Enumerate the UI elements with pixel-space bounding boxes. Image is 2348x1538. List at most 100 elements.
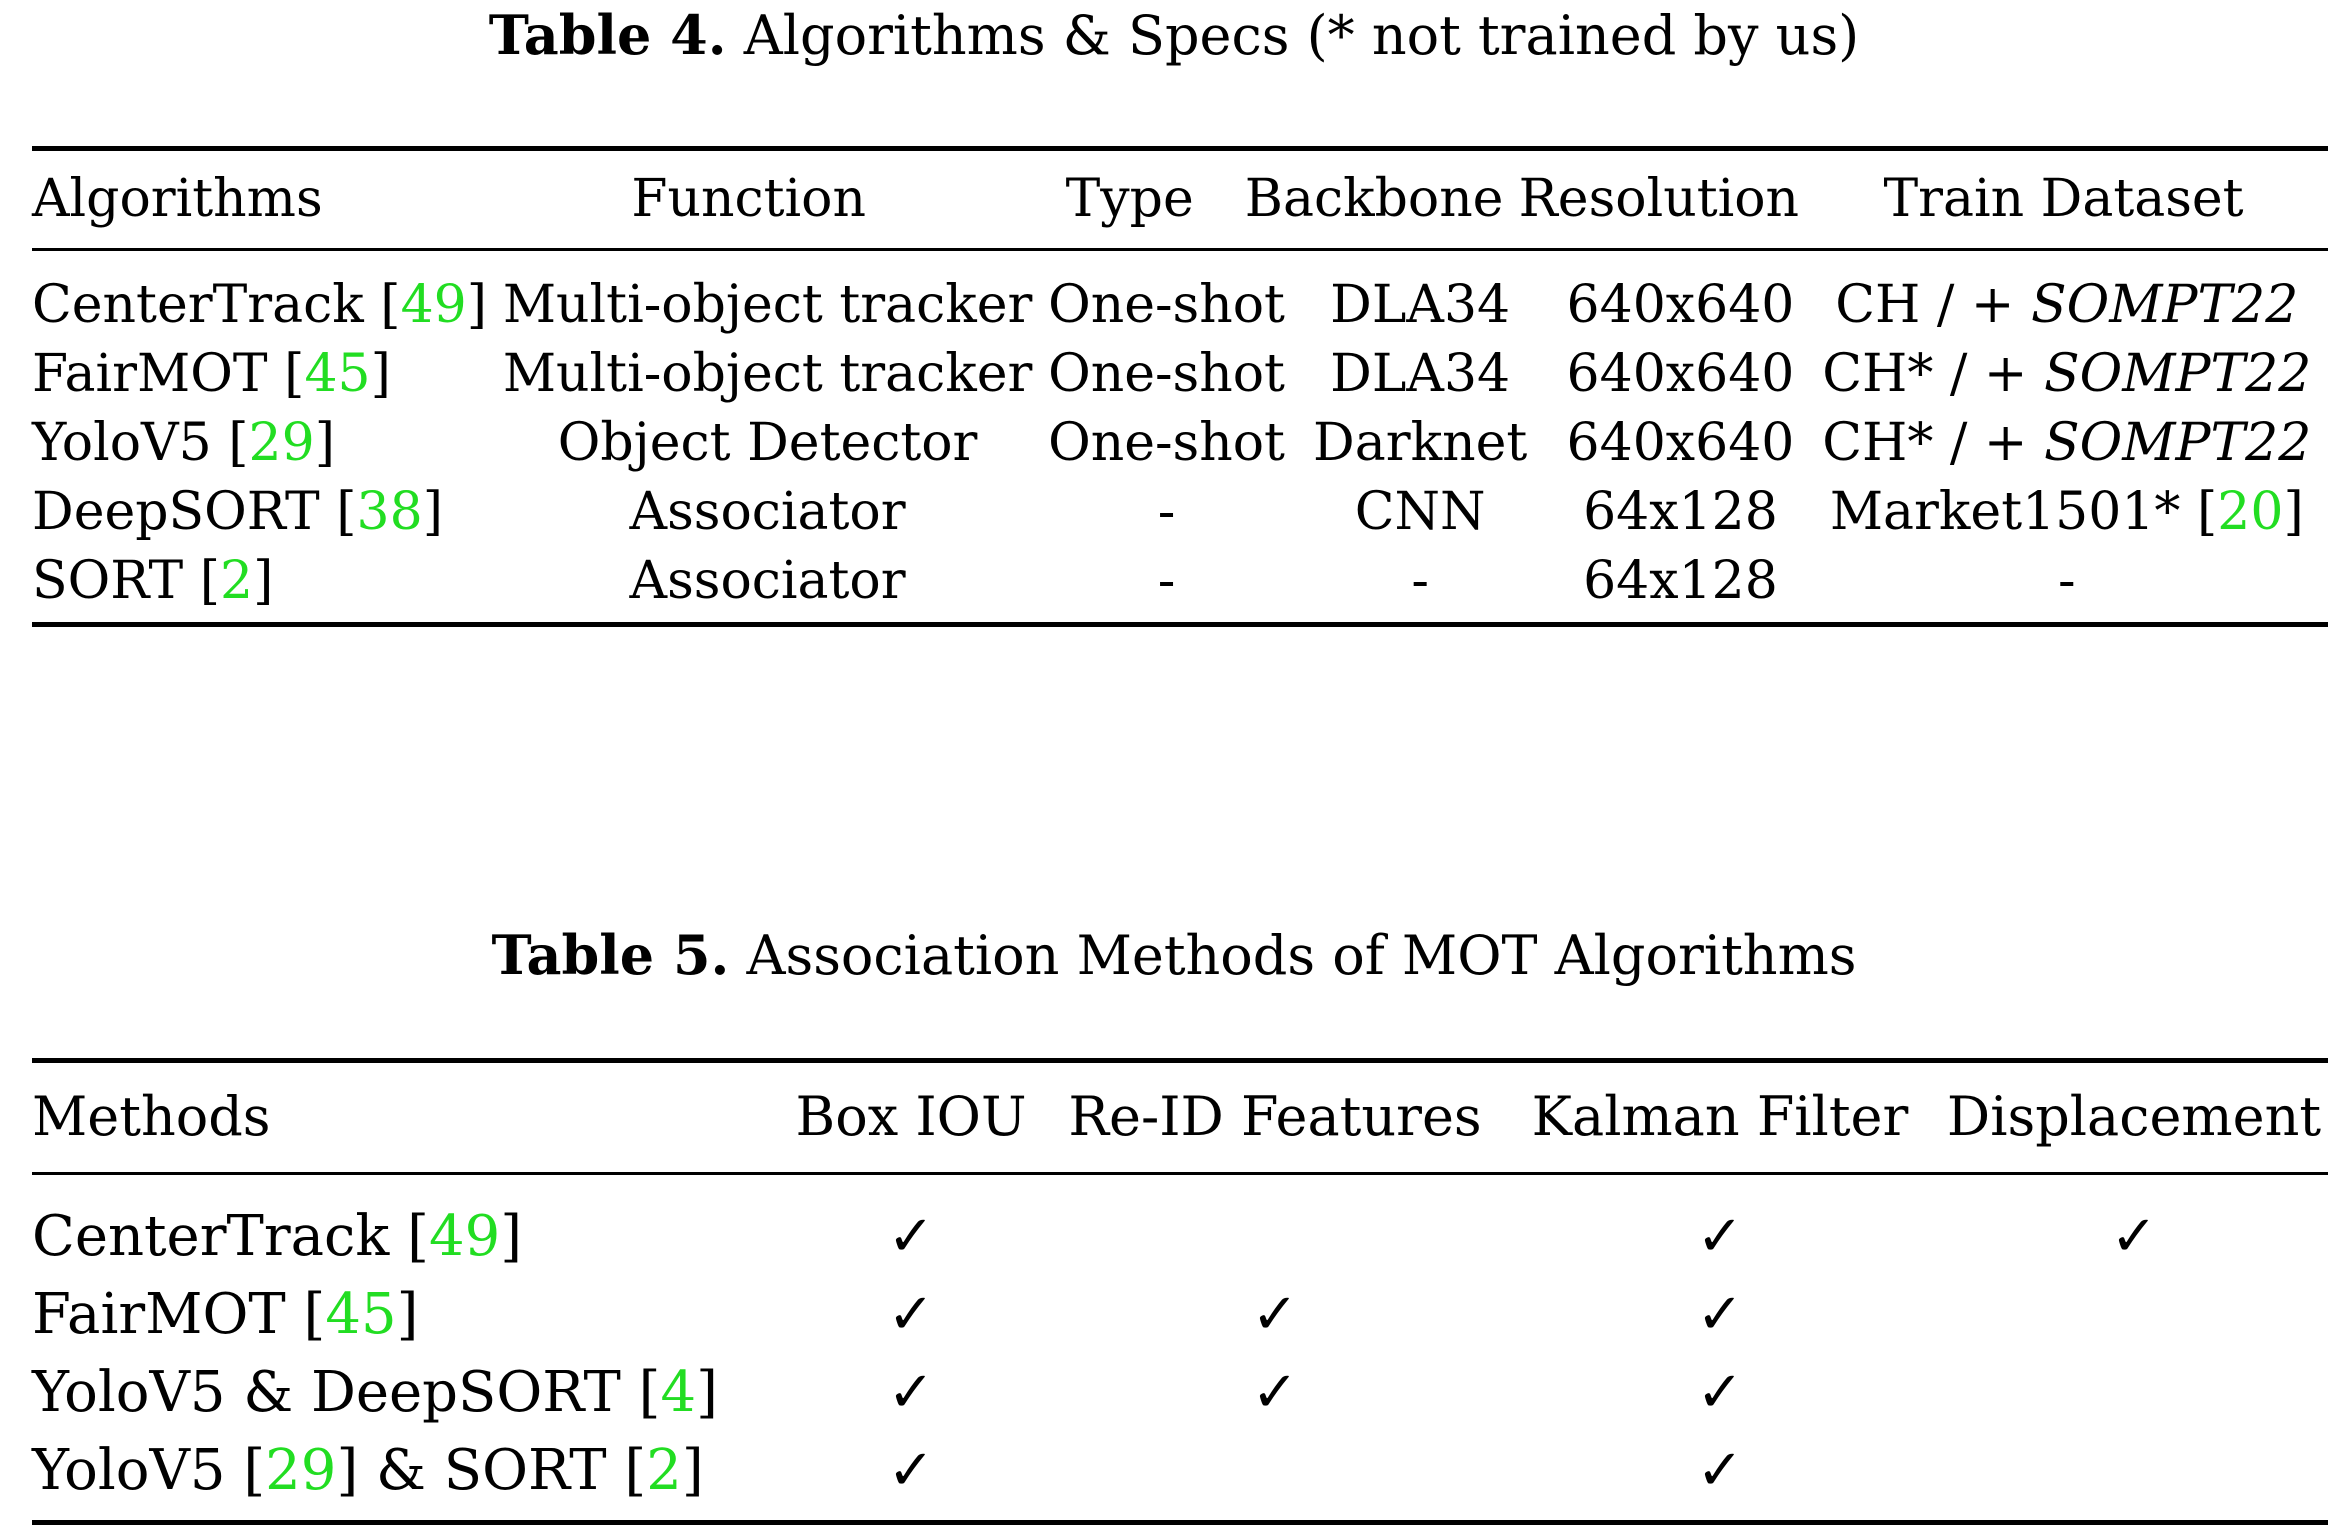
check-cell: ✓ bbox=[772, 1276, 1050, 1354]
cite-bracket: ] bbox=[314, 412, 335, 473]
type-value: - bbox=[1157, 550, 1176, 611]
function-value: Multi-object tracker bbox=[502, 274, 1033, 335]
function-value: Associator bbox=[629, 481, 906, 542]
method-name: YoloV5 [29] & SORT [2] bbox=[32, 1432, 772, 1510]
table4-label: Table 4. bbox=[488, 3, 727, 67]
citation-link[interactable]: 45 bbox=[325, 1282, 397, 1347]
cite-bracket: [ bbox=[303, 1282, 326, 1347]
check-cell: ✓ bbox=[1500, 1276, 1940, 1354]
type-cell: One-shot bbox=[1048, 408, 1285, 477]
table4-header-cell: Function bbox=[631, 169, 866, 229]
function-value: Associator bbox=[629, 550, 906, 611]
citation-link[interactable]: 45 bbox=[304, 343, 371, 404]
table5-header-cell: Re-ID Features bbox=[1068, 1085, 1482, 1148]
cite-bracket: ] bbox=[500, 1204, 523, 1269]
type-cell: - bbox=[1048, 546, 1285, 615]
method-label: & SORT bbox=[358, 1438, 625, 1503]
checkmark-icon: ✓ bbox=[1696, 1204, 1744, 1269]
checkmark-icon: ✓ bbox=[887, 1438, 935, 1503]
resolution-value: 640x640 bbox=[1566, 343, 1795, 404]
table-row: CenterTrack [49] Multi-object tracker One-… bbox=[32, 270, 2328, 339]
table-row: YoloV5 [29] & SORT [2] ✓ ✓ bbox=[32, 1432, 2328, 1510]
table5-header-cell: Displacement bbox=[1946, 1085, 2322, 1148]
function-cell: Multi-object tracker bbox=[487, 270, 1048, 339]
resolution-cell: 640x640 bbox=[1555, 270, 1805, 339]
cite-bracket: ] bbox=[422, 481, 443, 542]
table4-header-cell: Train Dataset bbox=[1883, 169, 2244, 229]
table5-title: Association Methods of MOT Algorithms bbox=[746, 924, 1857, 987]
method-label: YoloV5 bbox=[32, 1438, 244, 1503]
check-cell: ✓ bbox=[1500, 1198, 1940, 1276]
table4-header-cell: Type bbox=[1065, 169, 1194, 229]
cite-bracket: [ bbox=[199, 550, 221, 611]
dataset-text: CH / + bbox=[1835, 274, 2032, 335]
dataset-text: Market1501* bbox=[1829, 481, 2197, 542]
table4-mid-rule bbox=[32, 248, 2328, 251]
method-label: CenterTrack bbox=[32, 1204, 408, 1269]
dataset-text: - bbox=[2057, 550, 2076, 611]
dataset-name: SOMPT22 bbox=[2044, 343, 2312, 404]
train-dataset-cell: CH* / + SOMPT22 bbox=[1806, 408, 2328, 477]
method-name: FairMOT [45] bbox=[32, 1276, 772, 1354]
citation-link[interactable]: 4 bbox=[660, 1360, 697, 1425]
check-cell bbox=[1050, 1198, 1500, 1276]
cite-bracket: ] bbox=[681, 1438, 704, 1503]
function-value: Multi-object tracker bbox=[502, 343, 1033, 404]
cite-bracket: ] bbox=[253, 550, 274, 611]
check-cell bbox=[1940, 1432, 2328, 1510]
cite-bracket: [ bbox=[243, 1438, 266, 1503]
citation-link[interactable]: 29 bbox=[248, 412, 315, 473]
train-dataset-cell: - bbox=[1806, 546, 2328, 615]
table4-caption: Table 4. Algorithms & Specs (* not train… bbox=[0, 8, 2348, 63]
table-row: YoloV5 & DeepSORT [4] ✓ ✓ ✓ bbox=[32, 1354, 2328, 1432]
method-name: CenterTrack [49] bbox=[32, 1198, 772, 1276]
citation-link[interactable]: 38 bbox=[356, 481, 423, 542]
algorithm-label: YoloV5 bbox=[32, 412, 229, 473]
citation-link[interactable]: 49 bbox=[400, 274, 467, 335]
checkmark-icon: ✓ bbox=[1696, 1282, 1744, 1347]
cite-bracket: [ bbox=[638, 1360, 661, 1425]
dataset-text: CH* / + bbox=[1822, 343, 2045, 404]
citation-link[interactable]: 2 bbox=[646, 1438, 682, 1503]
train-dataset-cell: Market1501* [20] bbox=[1806, 477, 2328, 546]
table5-body: CenterTrack [49] ✓ ✓ ✓ FairMOT [45] ✓ ✓ ✓ YoloV5… bbox=[32, 1198, 2328, 1510]
algorithm-name: CenterTrack [49] bbox=[32, 270, 487, 339]
citation-link[interactable]: 29 bbox=[265, 1438, 337, 1503]
cite-bracket: [ bbox=[284, 343, 305, 404]
table-row: YoloV5 [29] Object Detector One-shot Darkne… bbox=[32, 408, 2328, 477]
backbone-value: DLA34 bbox=[1330, 274, 1511, 335]
dataset-name: SOMPT22 bbox=[2044, 412, 2312, 473]
citation-link[interactable]: 49 bbox=[428, 1204, 501, 1269]
backbone-value: DLA34 bbox=[1330, 343, 1511, 404]
backbone-value: CNN bbox=[1354, 481, 1486, 542]
table5-header: Methods Box IOU Re-ID Features Kalman Fi… bbox=[32, 1086, 2328, 1148]
table5-mid-rule bbox=[32, 1172, 2328, 1175]
train-dataset-cell: CH / + SOMPT22 bbox=[1806, 270, 2328, 339]
type-value: - bbox=[1157, 481, 1176, 542]
checkmark-icon: ✓ bbox=[887, 1282, 935, 1347]
cite-bracket: ] bbox=[370, 343, 391, 404]
table4-bottom-rule bbox=[32, 622, 2328, 627]
check-cell: ✓ bbox=[772, 1198, 1050, 1276]
backbone-cell: DLA34 bbox=[1285, 339, 1555, 408]
algorithm-name: FairMOT [45] bbox=[32, 339, 487, 408]
check-cell: ✓ bbox=[1940, 1198, 2328, 1276]
citation-link[interactable]: 2 bbox=[220, 550, 254, 611]
resolution-value: 640x640 bbox=[1566, 412, 1795, 473]
cite-bracket: ] bbox=[696, 1360, 718, 1425]
function-cell: Associator bbox=[487, 477, 1048, 546]
checkmark-icon: ✓ bbox=[2110, 1204, 2158, 1269]
function-cell: Associator bbox=[487, 546, 1048, 615]
type-value: One-shot bbox=[1048, 343, 1285, 404]
table4-header-cell: Algorithms bbox=[32, 169, 323, 229]
table5-top-rule bbox=[32, 1058, 2328, 1063]
resolution-value: 64x128 bbox=[1583, 481, 1778, 542]
algorithm-name: SORT [2] bbox=[32, 546, 487, 615]
algorithm-label: SORT bbox=[32, 550, 200, 611]
check-cell: ✓ bbox=[1050, 1276, 1500, 1354]
algorithm-name: YoloV5 [29] bbox=[32, 408, 487, 477]
table5-header-cell: Box IOU bbox=[795, 1085, 1027, 1148]
citation-link[interactable]: 20 bbox=[2217, 481, 2284, 542]
table5-header-cell: Kalman Filter bbox=[1531, 1085, 1909, 1148]
cite-bracket: [ bbox=[228, 412, 249, 473]
